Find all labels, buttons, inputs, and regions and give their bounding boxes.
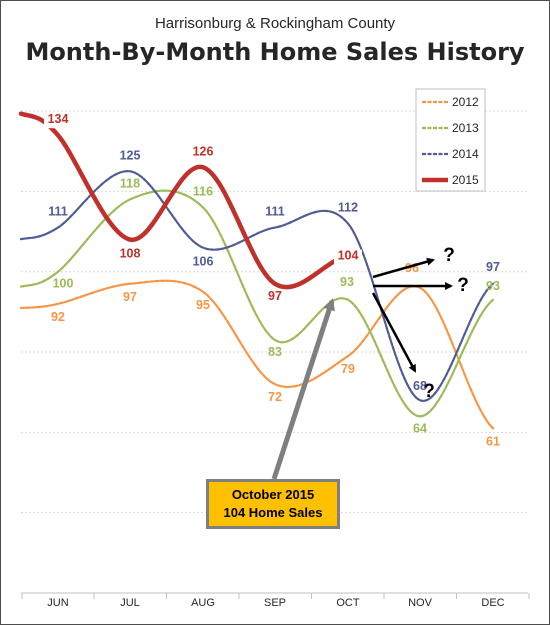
chart-subtitle: Harrisonburg & Rockingham County (155, 15, 396, 32)
series-line-2015 (18, 111, 351, 290)
data-label-2012: 97 (123, 290, 137, 304)
x-tick-label: DEC (481, 597, 504, 609)
legend-label-2013: 2013 (452, 121, 479, 135)
series-line-2013 (19, 189, 495, 418)
legend-label-2012: 2012 (452, 95, 479, 109)
x-tick-label: OCT (336, 597, 360, 609)
x-tick-label: SEP (264, 597, 286, 609)
data-label-bg (334, 249, 362, 265)
legend-box (415, 88, 486, 192)
data-label-2012: 72 (268, 390, 282, 404)
chart-title: Month-By-Month Home Sales History (25, 38, 524, 66)
data-label-bg (116, 247, 144, 263)
data-label-2015: 134 (48, 112, 69, 126)
data-label-2012: 92 (51, 310, 65, 324)
series-line-2012 (19, 279, 495, 430)
data-label-2013: 118 (120, 176, 140, 190)
question-mark: ? (457, 275, 469, 296)
callout-line-1: October 2015 (231, 487, 315, 502)
forecast-arrow-up (372, 257, 435, 279)
data-label-2014: 106 (193, 255, 214, 269)
data-label-2013: 64 (413, 421, 427, 435)
data-label-2015: 126 (193, 144, 214, 158)
annotation-arrows: ??? (271, 245, 469, 480)
forecast-arrow-down (371, 292, 417, 373)
x-tick-label: AUG (191, 597, 215, 609)
data-label-2015: 97 (268, 289, 282, 303)
data-label-2012: 61 (486, 434, 500, 448)
data-label-bg (189, 145, 217, 161)
callout-line-2: 104 Home Sales (223, 505, 323, 520)
data-label-2015: 108 (120, 247, 141, 261)
x-tick-label: NOV (408, 597, 433, 609)
data-label-2013: 116 (193, 184, 213, 198)
data-label-2012: 95 (196, 298, 210, 312)
x-tick-label: JUN (47, 597, 68, 609)
x-axis: JUN JUL AUG SEP OCT NOV DEC (21, 592, 530, 609)
data-label-2015: 104 (338, 249, 359, 263)
legend-label-2015: 2015 (452, 173, 479, 187)
data-label-2014: 111 (265, 205, 285, 219)
data-labels: 9297957279966110011811683936493111125106… (44, 112, 500, 448)
data-label-bg (261, 289, 289, 305)
data-label-2013: 83 (268, 345, 282, 359)
series-lines (18, 111, 495, 430)
legend-label-2014: 2014 (452, 147, 479, 161)
data-label-2013: 93 (486, 279, 500, 293)
data-label-2013: 93 (340, 275, 354, 289)
data-label-2014: 111 (48, 205, 68, 219)
series-line-2014 (19, 170, 495, 402)
legend: 2012 2013 2014 2015 (415, 88, 486, 192)
data-label-2014: 125 (120, 148, 141, 162)
data-label-2014: 112 (338, 201, 358, 215)
data-label-2014: 68 (413, 379, 427, 393)
callout-arrow (271, 298, 335, 480)
data-label-2014: 97 (486, 260, 500, 274)
data-label-bg (44, 113, 72, 129)
question-mark: ? (443, 245, 455, 266)
x-tick-label: JUL (120, 597, 140, 609)
data-label-2012: 79 (341, 362, 355, 376)
callout-box: October 2015 104 Home Sales (206, 479, 340, 529)
question-mark: ? (423, 381, 435, 402)
data-label-2013: 100 (53, 277, 74, 291)
